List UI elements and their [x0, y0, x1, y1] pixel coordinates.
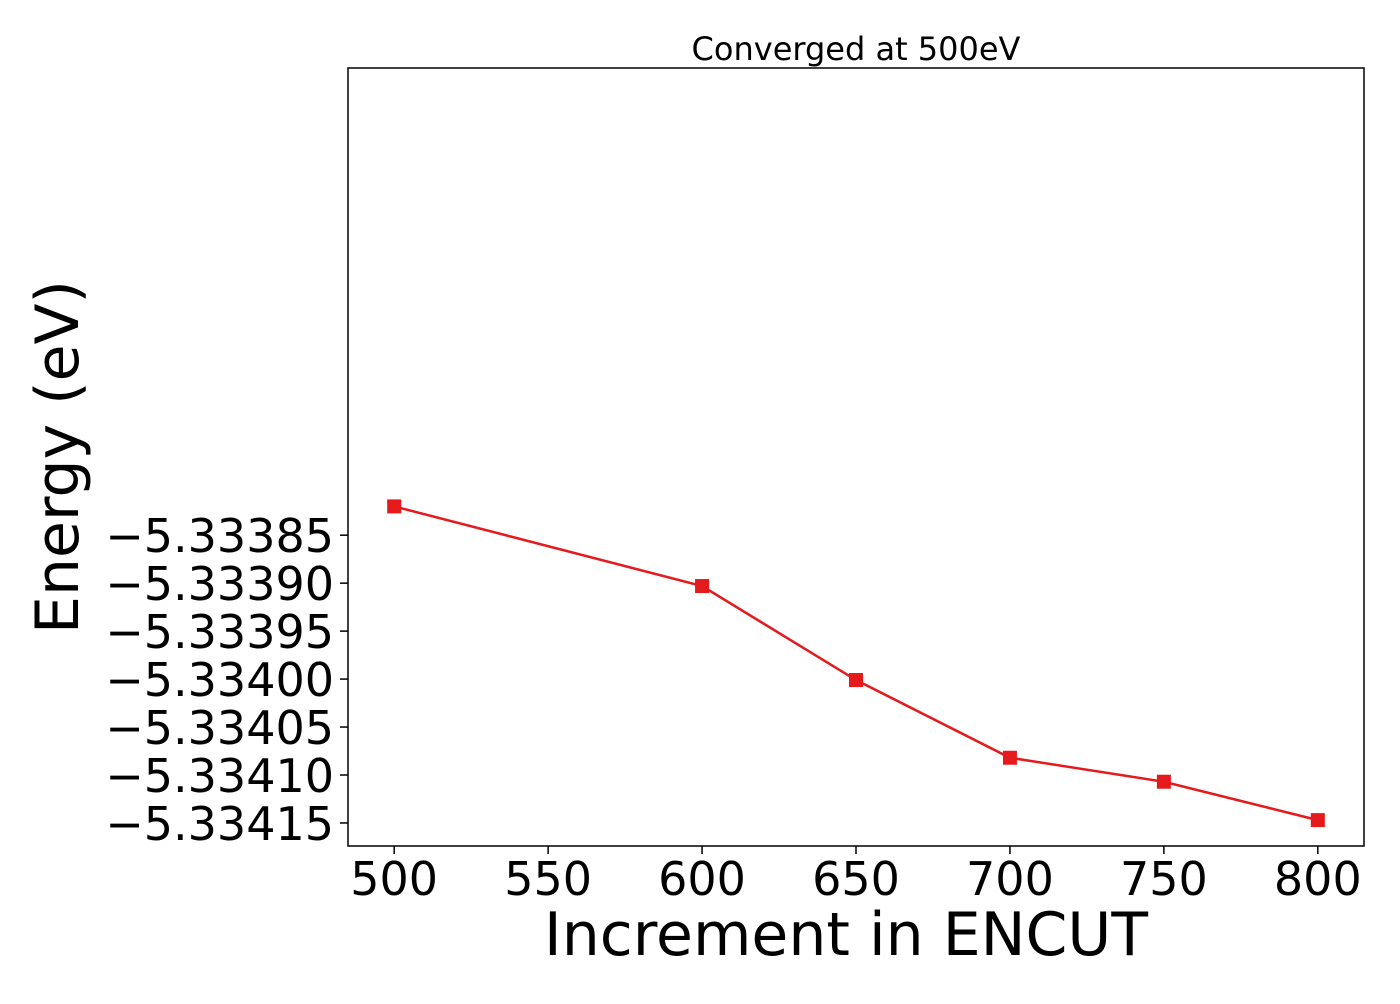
y-tick-label: −5.33405: [105, 701, 334, 755]
x-tick-label: 500: [350, 852, 438, 906]
x-tick-label: 550: [504, 852, 592, 906]
x-tick-label: 700: [966, 852, 1054, 906]
x-tick-label: 650: [812, 852, 900, 906]
data-point-marker: [387, 499, 402, 514]
series-line: [393, 505, 1319, 822]
y-axis-ticks: −5.33385−5.33390−5.33395−5.33400−5.33405…: [105, 509, 348, 851]
y-tick-label: −5.33385: [105, 509, 334, 563]
series-layer: [387, 499, 1325, 828]
data-point-marker: [695, 579, 710, 594]
y-tick-label: −5.33390: [105, 557, 334, 611]
chart-title: Converged at 500eV: [692, 30, 1021, 68]
data-point-marker: [1156, 774, 1171, 789]
x-axis-ticks: 500 550 600 650 700 750 800: [350, 846, 1362, 906]
data-point-marker: [849, 673, 863, 688]
y-tick-label: −5.33415: [105, 797, 334, 851]
y-axis-label: Energy (eV): [23, 280, 93, 634]
x-tick-label: 800: [1274, 852, 1362, 906]
data-point-marker: [1002, 750, 1017, 765]
y-tick-label: −5.33400: [105, 653, 334, 707]
plot-area-frame: [347, 67, 1365, 847]
x-tick-label: 600: [658, 852, 746, 906]
y-tick-label: −5.33410: [105, 749, 334, 803]
x-axis-label: Increment in ENCUT: [544, 900, 1148, 970]
y-tick-label: −5.33395: [105, 605, 334, 659]
x-tick-label: 750: [1120, 852, 1208, 906]
data-point-marker: [1310, 813, 1325, 828]
